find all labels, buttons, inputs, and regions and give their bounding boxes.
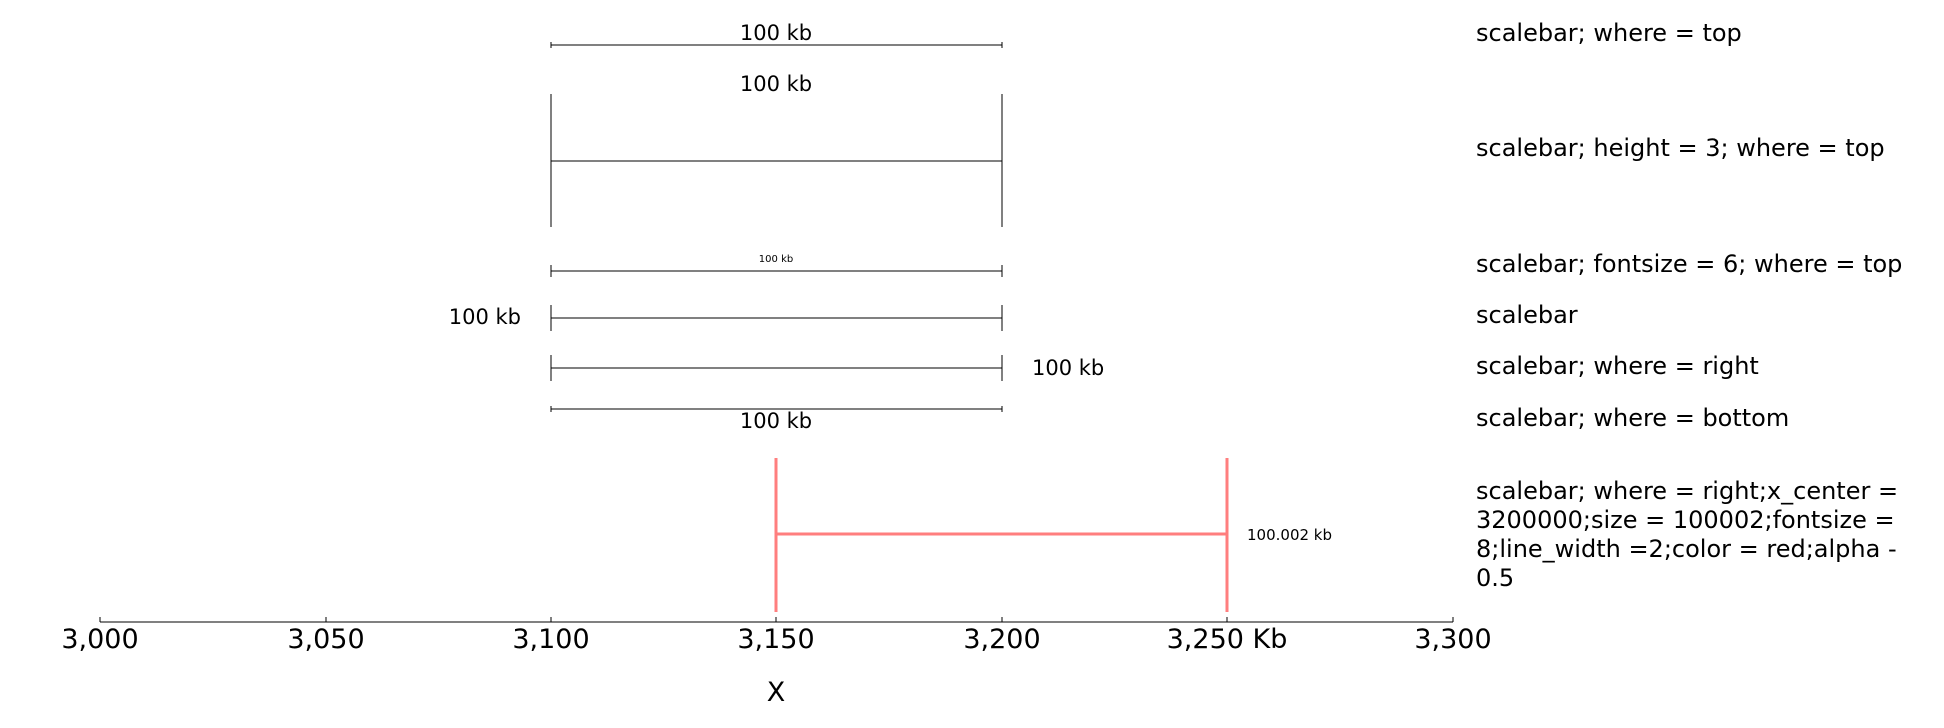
tick-label: 3,200 xyxy=(963,624,1040,655)
x-axis: 3,000 3,050 3,100 3,150 3,200 3,250 Kb 3… xyxy=(61,617,1492,708)
tick-3050: 3,050 xyxy=(287,617,365,655)
scalebar-red xyxy=(774,458,1229,612)
scalebar-bottom: 100 kb xyxy=(550,406,1003,433)
scalebar-description: scalebar xyxy=(1476,301,1578,329)
tick-label: 3,000 xyxy=(61,624,138,655)
scalebar-description: scalebar; where = right xyxy=(1476,352,1759,380)
scalebar-description: scalebar; height = 3; where = top xyxy=(1476,134,1885,162)
scalebar-label: 100 kb xyxy=(740,409,812,433)
scalebar-right: 100 kb xyxy=(550,355,1104,381)
scalebar-description: scalebar; where = bottom xyxy=(1476,404,1790,432)
scalebar-description: scalebar; fontsize = 6; where = top xyxy=(1476,250,1903,278)
tick-3150: 3,150 xyxy=(737,617,815,655)
scalebar-top: 100 kb xyxy=(550,21,1003,48)
scalebar-description: scalebar; where = top xyxy=(1476,19,1742,47)
scalebar-label: 100 kb xyxy=(740,72,812,96)
tick-label: 3,300 xyxy=(1414,624,1491,655)
tick-label: 3,150 xyxy=(737,624,814,655)
scalebar-description: scalebar; where = right;x_center = 32000… xyxy=(1476,477,1906,592)
scalebar-fontsize-6: 100 kb xyxy=(550,254,1003,277)
scalebar-label: 100 kb xyxy=(759,254,793,265)
scalebar-default: 100 kb xyxy=(449,305,1003,331)
scalebar-height-3: 100 kb xyxy=(550,72,1003,227)
tick-3300: 3,300 xyxy=(1414,617,1492,655)
scalebar-label: 100 kb xyxy=(1032,356,1104,380)
x-axis-label: X xyxy=(767,677,786,708)
tick-3250: 3,250 Kb xyxy=(1167,617,1288,655)
tick-3200: 3,200 xyxy=(963,617,1041,655)
tick-label: 3,250 Kb xyxy=(1167,624,1288,655)
tick-label: 3,050 xyxy=(287,624,364,655)
scalebar-label: 100 kb xyxy=(740,21,812,45)
tick-label: 3,100 xyxy=(512,624,589,655)
tick-3100: 3,100 xyxy=(512,617,590,655)
scalebar-label: 100 kb xyxy=(449,305,521,329)
scalebar-label: 100.002 kb xyxy=(1247,526,1332,544)
tick-3000: 3,000 xyxy=(61,617,139,655)
